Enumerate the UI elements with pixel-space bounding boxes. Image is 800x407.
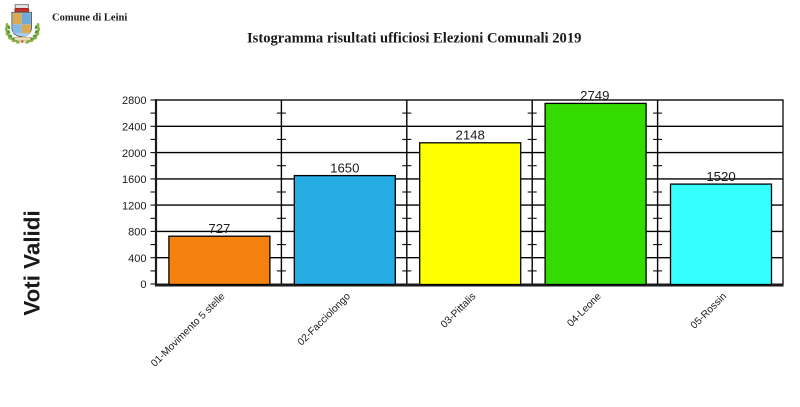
svg-text:Voti Validi: Voti Validi: [20, 210, 45, 315]
svg-text:1200: 1200: [122, 200, 146, 212]
svg-text:02-Facciolongo: 02-Facciolongo: [296, 291, 353, 348]
svg-text:2800: 2800: [122, 95, 146, 107]
svg-text:2148: 2148: [456, 128, 485, 143]
svg-text:Comune di Leini: Comune di Leini: [52, 13, 127, 24]
svg-text:03-Pittalis: 03-Pittalis: [439, 291, 478, 330]
svg-text:1600: 1600: [122, 174, 146, 186]
svg-text:400: 400: [128, 253, 146, 265]
svg-text:2400: 2400: [122, 122, 146, 134]
svg-text:0: 0: [140, 279, 146, 291]
svg-text:2000: 2000: [122, 148, 146, 160]
svg-text:Istogramma risultati ufficiosi: Istogramma risultati ufficiosi Elezioni …: [247, 31, 581, 47]
svg-text:800: 800: [128, 227, 146, 239]
svg-text:727: 727: [208, 221, 230, 236]
svg-text:04-Leone: 04-Leone: [565, 291, 603, 329]
svg-text:1650: 1650: [330, 160, 359, 175]
svg-text:1520: 1520: [706, 169, 735, 184]
svg-text:01-Movimento 5 stelle: 01-Movimento 5 stelle: [149, 291, 227, 369]
svg-text:2749: 2749: [580, 88, 609, 103]
svg-text:05-Rossin: 05-Rossin: [689, 291, 729, 331]
